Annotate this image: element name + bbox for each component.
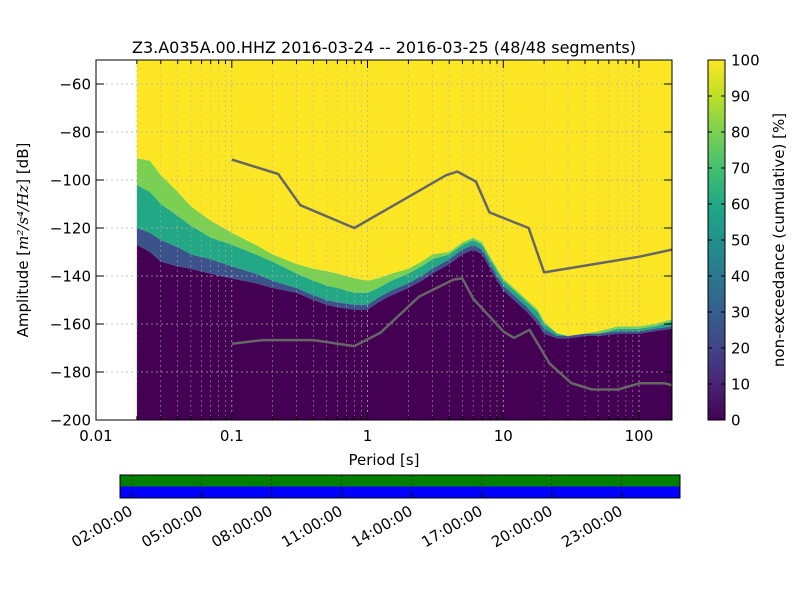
y-tick-label: −200 bbox=[50, 412, 91, 430]
colorbar: 0 10 20 30 40 50 60 70 80 90 100 non-exceedance (c… bbox=[707, 52, 788, 430]
psd-distribution-bands bbox=[136, 60, 672, 420]
y-tick-label: −160 bbox=[50, 316, 91, 334]
y-tick-label: −120 bbox=[50, 220, 91, 238]
band-0-percent bbox=[136, 244, 672, 420]
x-tick-label: 0.01 bbox=[79, 427, 112, 445]
timeline-tick-label: 11:00:00 bbox=[278, 502, 345, 551]
x-tick-label: 0.1 bbox=[220, 427, 244, 445]
y-axis-label-suffix: ] [dB] bbox=[14, 143, 32, 185]
noise-model-lines bbox=[231, 158, 672, 391]
upper-model-line bbox=[231, 158, 672, 274]
colorbar-tick-label: 60 bbox=[731, 196, 750, 214]
timeline-frame bbox=[119, 474, 681, 499]
y-axis-label-prefix: Amplitude [ bbox=[14, 250, 32, 338]
y-tick-label: −100 bbox=[50, 172, 91, 190]
colorbar-gradient bbox=[708, 60, 725, 420]
y-axis-ticks: −60 −80 −100 −120 −140 −160 −180 −200 bbox=[50, 76, 672, 430]
y-tick-label: −140 bbox=[50, 268, 91, 286]
colorbar-tick-label: 40 bbox=[731, 268, 750, 286]
x-axis-label: Period [s] bbox=[348, 451, 419, 469]
y-tick-label: −60 bbox=[59, 76, 91, 94]
colorbar-label: non-exceedance (cumulative) [%] bbox=[770, 113, 788, 367]
y-tick-label: −180 bbox=[50, 364, 91, 382]
y-axis-label-units: m²/s⁴/Hz bbox=[14, 185, 32, 250]
timeline-tick-label: 14:00:00 bbox=[348, 502, 415, 551]
colorbar-frame bbox=[707, 59, 726, 421]
x-axis-ticks: 0.01 0.1 1 10 100 bbox=[79, 60, 653, 445]
colorbar-tick-label: 100 bbox=[731, 52, 760, 70]
colorbar-tick-label: 50 bbox=[731, 232, 750, 250]
colorbar-tick-label: 90 bbox=[731, 88, 750, 106]
lower-model-line bbox=[231, 277, 672, 391]
x-tick-label: 10 bbox=[494, 427, 513, 445]
timeline-tick-label: 17:00:00 bbox=[418, 502, 485, 551]
timeline-tick-label: 23:00:00 bbox=[558, 502, 625, 551]
band-90-percent bbox=[136, 158, 672, 336]
x-tick-label: 1 bbox=[363, 427, 373, 445]
colorbar-tick-label: 0 bbox=[731, 412, 741, 430]
colorbar-tick-label: 20 bbox=[731, 340, 750, 358]
data-availability-timeline: 02:00:00 05:00:00 08:00:00 11:00:00 14:00:00… bbox=[68, 474, 681, 551]
timeline-bar-1 bbox=[120, 486, 680, 498]
grid-lines bbox=[96, 60, 672, 420]
plot-frame bbox=[95, 59, 673, 421]
y-tick-label: −80 bbox=[59, 124, 91, 142]
timeline-bar-0 bbox=[120, 475, 680, 487]
timeline-bars bbox=[120, 475, 680, 498]
timeline-tick-label: 02:00:00 bbox=[68, 502, 135, 551]
timeline-tick-label: 05:00:00 bbox=[138, 502, 205, 551]
colorbar-tick-label: 70 bbox=[731, 160, 750, 178]
timeline-tick-label: 08:00:00 bbox=[208, 502, 275, 551]
chart-title: Z3.A035A.00.HHZ 2016-03-24 -- 2016-03-25… bbox=[132, 38, 636, 57]
timeline-tick-label: 20:00:00 bbox=[488, 502, 555, 551]
colorbar-tick-label: 10 bbox=[731, 376, 750, 394]
colorbar-tick-label: 80 bbox=[731, 124, 750, 142]
y-axis-label: Amplitude [m²/s⁴/Hz] [dB] bbox=[14, 143, 32, 338]
timeline-ticks: 02:00:00 05:00:00 08:00:00 11:00:00 14:00:00… bbox=[68, 493, 626, 551]
plot-area: 0.01 0.1 1 10 100 −60 −80 −100 −120 −140 −160 −180… bbox=[50, 59, 673, 445]
x-tick-label: 100 bbox=[625, 427, 654, 445]
colorbar-tick-label: 30 bbox=[731, 304, 750, 322]
colorbar-ticks: 0 10 20 30 40 50 60 70 80 90 100 bbox=[708, 52, 760, 430]
band-60-percent bbox=[136, 184, 672, 336]
